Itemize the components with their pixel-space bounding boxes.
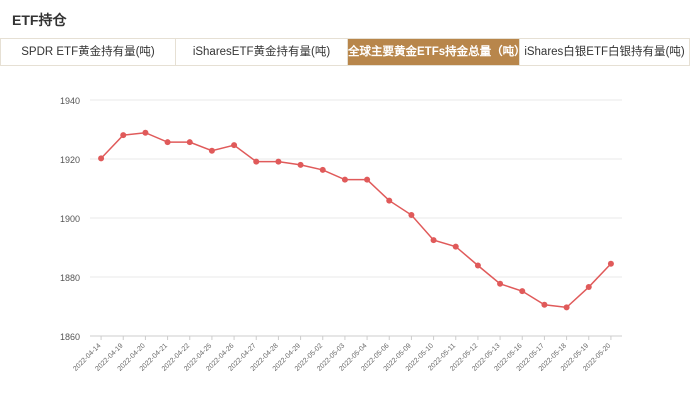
line-chart: 1860 1880 1900 1920 1940 2022-04-142022-04-1… [60, 96, 622, 373]
data-point[interactable] [607, 260, 614, 267]
y-axis: 1860 1880 1900 1920 1940 [60, 96, 80, 342]
tab-ishares-gold[interactable]: iSharesETF黄金持有量(吨) [176, 39, 348, 65]
data-point[interactable] [364, 176, 371, 183]
data-point[interactable] [563, 304, 570, 311]
tab-ishares-silver[interactable]: iShares白银ETF白银持有量(吨) [524, 46, 685, 58]
series-line [100, 131, 612, 309]
data-point[interactable] [253, 158, 260, 165]
data-point[interactable] [164, 139, 171, 146]
tab-bar: SPDR ETF黄金持有量(吨) iSharesETF黄金持有量(吨) 全球主要… [0, 38, 690, 66]
y-tick-label: 1900 [60, 214, 80, 224]
grid-lines [90, 99, 622, 337]
data-point[interactable] [474, 262, 481, 269]
y-tick-label: 1940 [60, 96, 80, 106]
data-point[interactable] [452, 243, 459, 250]
data-point[interactable] [541, 301, 548, 308]
page-header: ETF持仓 [0, 0, 692, 36]
data-point[interactable] [430, 237, 437, 244]
data-point[interactable] [341, 176, 348, 183]
data-point[interactable] [98, 155, 105, 162]
data-point[interactable] [208, 147, 215, 154]
data-point[interactable] [231, 142, 238, 149]
tab-spdr-gold[interactable]: SPDR ETF黄金持有量(吨) [1, 39, 176, 65]
data-point[interactable] [408, 212, 415, 219]
tab-global-gold-etfs[interactable]: 全球主要黄金ETFs持金总量（吨） [348, 39, 520, 65]
y-tick-label: 1860 [60, 332, 80, 342]
data-point[interactable] [120, 132, 127, 139]
y-tick-label: 1880 [60, 273, 80, 283]
data-point[interactable] [497, 280, 504, 287]
data-point[interactable] [519, 288, 526, 295]
data-point[interactable] [386, 197, 393, 204]
data-point[interactable] [297, 161, 304, 168]
page-title: ETF持仓 [12, 12, 67, 28]
chart-area: 1860 1880 1900 1920 1940 2022-04-14 2022-04-1… [0, 66, 692, 410]
data-point[interactable] [142, 129, 149, 136]
data-point[interactable] [585, 284, 592, 291]
y-tick-label: 1920 [60, 155, 80, 165]
series-layer [98, 129, 614, 311]
data-point[interactable] [319, 166, 326, 173]
data-point[interactable] [275, 158, 282, 165]
x-axis: 2022-04-142022-04-192022-04-202022-04-21… [72, 336, 612, 373]
data-point[interactable] [186, 139, 193, 146]
